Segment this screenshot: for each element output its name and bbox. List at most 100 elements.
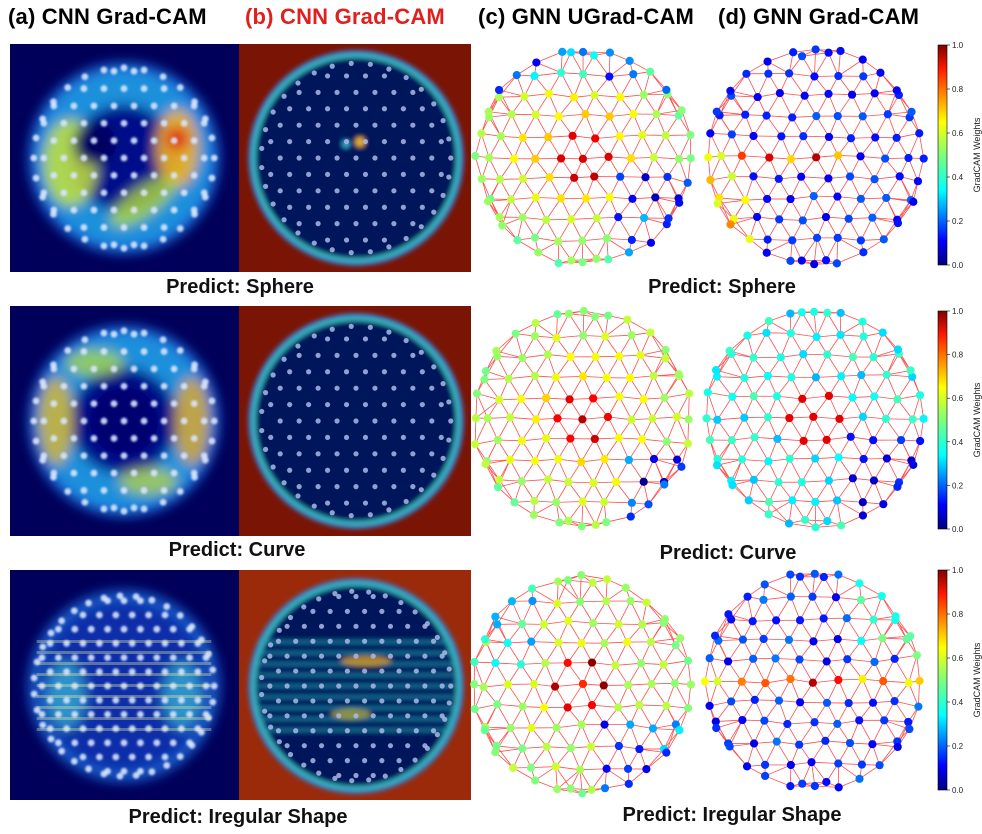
graph-node (869, 436, 878, 445)
graph-node (821, 736, 830, 745)
graph-node (481, 459, 490, 469)
graph-node (470, 657, 479, 667)
graph-node (531, 154, 540, 163)
graph-node (784, 519, 794, 528)
graph-node (614, 213, 623, 222)
graph-node (566, 744, 575, 753)
colorbar-tick-label: 0.6 (952, 129, 964, 138)
gnn-ugradcam-graph (471, 47, 695, 268)
graph-node (564, 309, 574, 318)
graph-node (616, 172, 625, 181)
graph-node (627, 415, 636, 424)
graph-node (832, 496, 842, 505)
graph-node (859, 72, 868, 81)
colorbar-tick-label: 0.6 (952, 654, 964, 663)
graph-node (824, 132, 834, 142)
graph-node (797, 256, 806, 265)
graph-node (563, 703, 572, 712)
graph-node (879, 676, 888, 686)
graph-node (542, 215, 551, 225)
graph-node (842, 614, 851, 623)
graph-node (795, 572, 805, 581)
graph-node (855, 716, 864, 725)
graph-node (640, 213, 649, 223)
graph-node (551, 373, 561, 382)
graph-node (624, 455, 634, 465)
graph-node (611, 661, 620, 670)
graph-node (749, 475, 758, 484)
graph-node (786, 309, 795, 318)
graph-node (589, 51, 599, 60)
graph-node (517, 477, 526, 486)
graph-node (875, 761, 884, 770)
graph-node (700, 677, 710, 686)
graph-node (531, 319, 540, 328)
colorbar-tick-label: 0.6 (952, 394, 964, 403)
graph-node (833, 151, 843, 160)
graph-node (577, 720, 586, 729)
graph-node (904, 717, 913, 727)
graph-node (479, 683, 488, 692)
graph-node (786, 329, 795, 338)
graph-node (858, 317, 867, 326)
graph-node (819, 572, 828, 582)
graph-node (602, 518, 611, 527)
graph-node (495, 212, 504, 222)
graph-node (529, 679, 539, 689)
graph-node (642, 765, 651, 774)
graph-node (759, 595, 768, 604)
graph-node (554, 259, 563, 268)
graph-node (686, 680, 695, 689)
graph-node (683, 439, 692, 448)
graph-node (908, 372, 917, 381)
graph-node (727, 697, 736, 706)
graph-node (843, 655, 852, 664)
graph-node (713, 677, 722, 686)
graph-node (676, 634, 685, 643)
graph-node (578, 372, 588, 381)
graph-node (550, 682, 560, 691)
graph-node (810, 569, 819, 578)
graph-node (761, 771, 770, 781)
graph-node (716, 151, 726, 161)
graph-node (795, 616, 805, 625)
graph-node (675, 198, 684, 207)
graph-node (858, 511, 867, 520)
graph-node (856, 236, 865, 245)
graph-node (578, 497, 587, 506)
graph-node (600, 455, 609, 464)
graph-node (706, 129, 715, 138)
cnn-gradcam-panel (10, 306, 239, 536)
graph-node (908, 415, 917, 424)
graph-node (492, 346, 501, 356)
graph-node (915, 391, 925, 400)
graph-node (555, 518, 564, 527)
graph-node (750, 433, 759, 442)
graph-node (491, 612, 500, 621)
graph-node (786, 155, 796, 164)
graph-node (749, 353, 758, 362)
graph-node (577, 638, 586, 648)
graph-node (811, 454, 820, 463)
graph-node (576, 597, 585, 606)
graph-node (785, 413, 794, 423)
graph-node (785, 454, 794, 463)
graph-node (713, 454, 722, 464)
graph-node (683, 656, 693, 665)
graph-node (833, 635, 842, 644)
colorbar-tick-label: 0.8 (952, 351, 964, 360)
graph-node (592, 214, 601, 223)
graph-node (566, 784, 575, 793)
colorbar-tick-label: 0.4 (952, 173, 964, 182)
graph-node (662, 437, 671, 446)
graph-node (621, 583, 630, 592)
graph-node (541, 393, 551, 403)
graph-node (660, 393, 669, 402)
graph-node (659, 660, 668, 669)
gnn-ugradcam-graph (470, 570, 695, 798)
graph-node (629, 109, 638, 119)
graph-node (738, 715, 747, 725)
graph-node (809, 637, 818, 646)
graph-node (577, 457, 586, 467)
graph-node (870, 175, 879, 184)
